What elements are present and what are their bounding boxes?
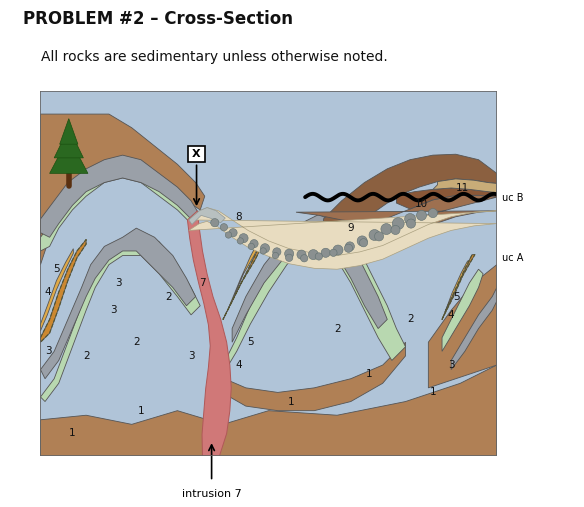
Polygon shape [40,365,497,456]
Circle shape [297,250,306,259]
Circle shape [260,244,270,253]
Text: 5: 5 [53,264,60,274]
Polygon shape [40,249,74,331]
Polygon shape [40,114,205,265]
Polygon shape [40,240,86,342]
Polygon shape [223,233,271,319]
Circle shape [315,253,322,260]
Text: 8: 8 [236,212,242,222]
Polygon shape [40,91,497,456]
Text: 3: 3 [188,351,194,361]
Text: 3: 3 [46,346,52,356]
Polygon shape [296,195,497,254]
Text: 11: 11 [456,183,469,193]
Circle shape [260,248,266,254]
Circle shape [308,249,318,260]
Polygon shape [189,208,497,269]
Polygon shape [433,179,497,193]
Circle shape [330,249,337,257]
Circle shape [374,232,384,241]
Circle shape [359,239,368,247]
Polygon shape [40,160,200,251]
Polygon shape [451,287,497,370]
Polygon shape [40,228,196,379]
Polygon shape [442,269,483,351]
Circle shape [211,219,219,227]
Text: 5: 5 [453,292,460,302]
Text: 1: 1 [288,396,295,407]
Text: 1: 1 [69,428,76,439]
Circle shape [284,249,294,258]
Text: 1: 1 [366,369,373,379]
Polygon shape [40,233,200,402]
Text: 2: 2 [133,337,140,347]
Circle shape [405,213,416,225]
Circle shape [391,226,400,235]
Text: 2: 2 [165,292,172,302]
Circle shape [301,255,308,262]
Text: 5: 5 [247,337,253,347]
Circle shape [369,230,380,240]
Text: X: X [192,149,201,159]
Circle shape [321,248,330,258]
Polygon shape [397,188,497,209]
Text: 2: 2 [334,323,340,334]
Polygon shape [228,241,262,308]
Circle shape [286,254,293,262]
Circle shape [428,208,437,218]
Text: 2: 2 [407,314,413,324]
Polygon shape [60,119,78,144]
Circle shape [237,238,244,244]
Text: 1: 1 [138,406,144,416]
Polygon shape [223,219,405,374]
Text: 9: 9 [347,223,354,233]
Text: uc B: uc B [502,194,524,203]
Circle shape [392,218,404,230]
Circle shape [225,232,232,238]
Circle shape [345,242,354,251]
Circle shape [272,252,279,259]
Circle shape [248,243,255,249]
Circle shape [273,248,281,256]
Text: uc A: uc A [502,253,524,263]
Text: intrusion 7: intrusion 7 [182,489,241,499]
Polygon shape [54,128,84,158]
Polygon shape [40,155,198,237]
Text: 1: 1 [430,387,436,397]
Polygon shape [324,154,497,229]
Polygon shape [187,211,231,456]
Polygon shape [442,255,475,319]
Polygon shape [189,208,225,225]
Text: 3: 3 [448,360,454,370]
Polygon shape [428,265,497,388]
Polygon shape [214,342,405,411]
Circle shape [406,219,416,228]
Text: All rocks are sedimentary unless otherwise noted.: All rocks are sedimentary unless otherwi… [41,50,388,64]
Circle shape [229,229,237,237]
Text: 4: 4 [44,287,51,297]
Polygon shape [232,214,387,342]
Circle shape [239,234,248,243]
Circle shape [220,224,228,231]
Text: 3: 3 [114,278,121,288]
Text: 10: 10 [415,199,428,209]
Circle shape [250,240,258,248]
Polygon shape [445,261,470,312]
Text: 7: 7 [199,278,206,288]
Circle shape [416,210,426,221]
Circle shape [333,245,343,255]
Text: 4: 4 [236,360,242,370]
Text: 3: 3 [110,305,117,315]
Circle shape [381,224,392,235]
Text: 4: 4 [448,310,454,320]
Polygon shape [50,137,88,173]
Text: PROBLEM #2 – Cross-Section: PROBLEM #2 – Cross-Section [23,10,293,28]
Circle shape [357,236,367,246]
Text: 2: 2 [83,351,89,361]
Circle shape [345,244,353,252]
FancyBboxPatch shape [188,146,205,162]
